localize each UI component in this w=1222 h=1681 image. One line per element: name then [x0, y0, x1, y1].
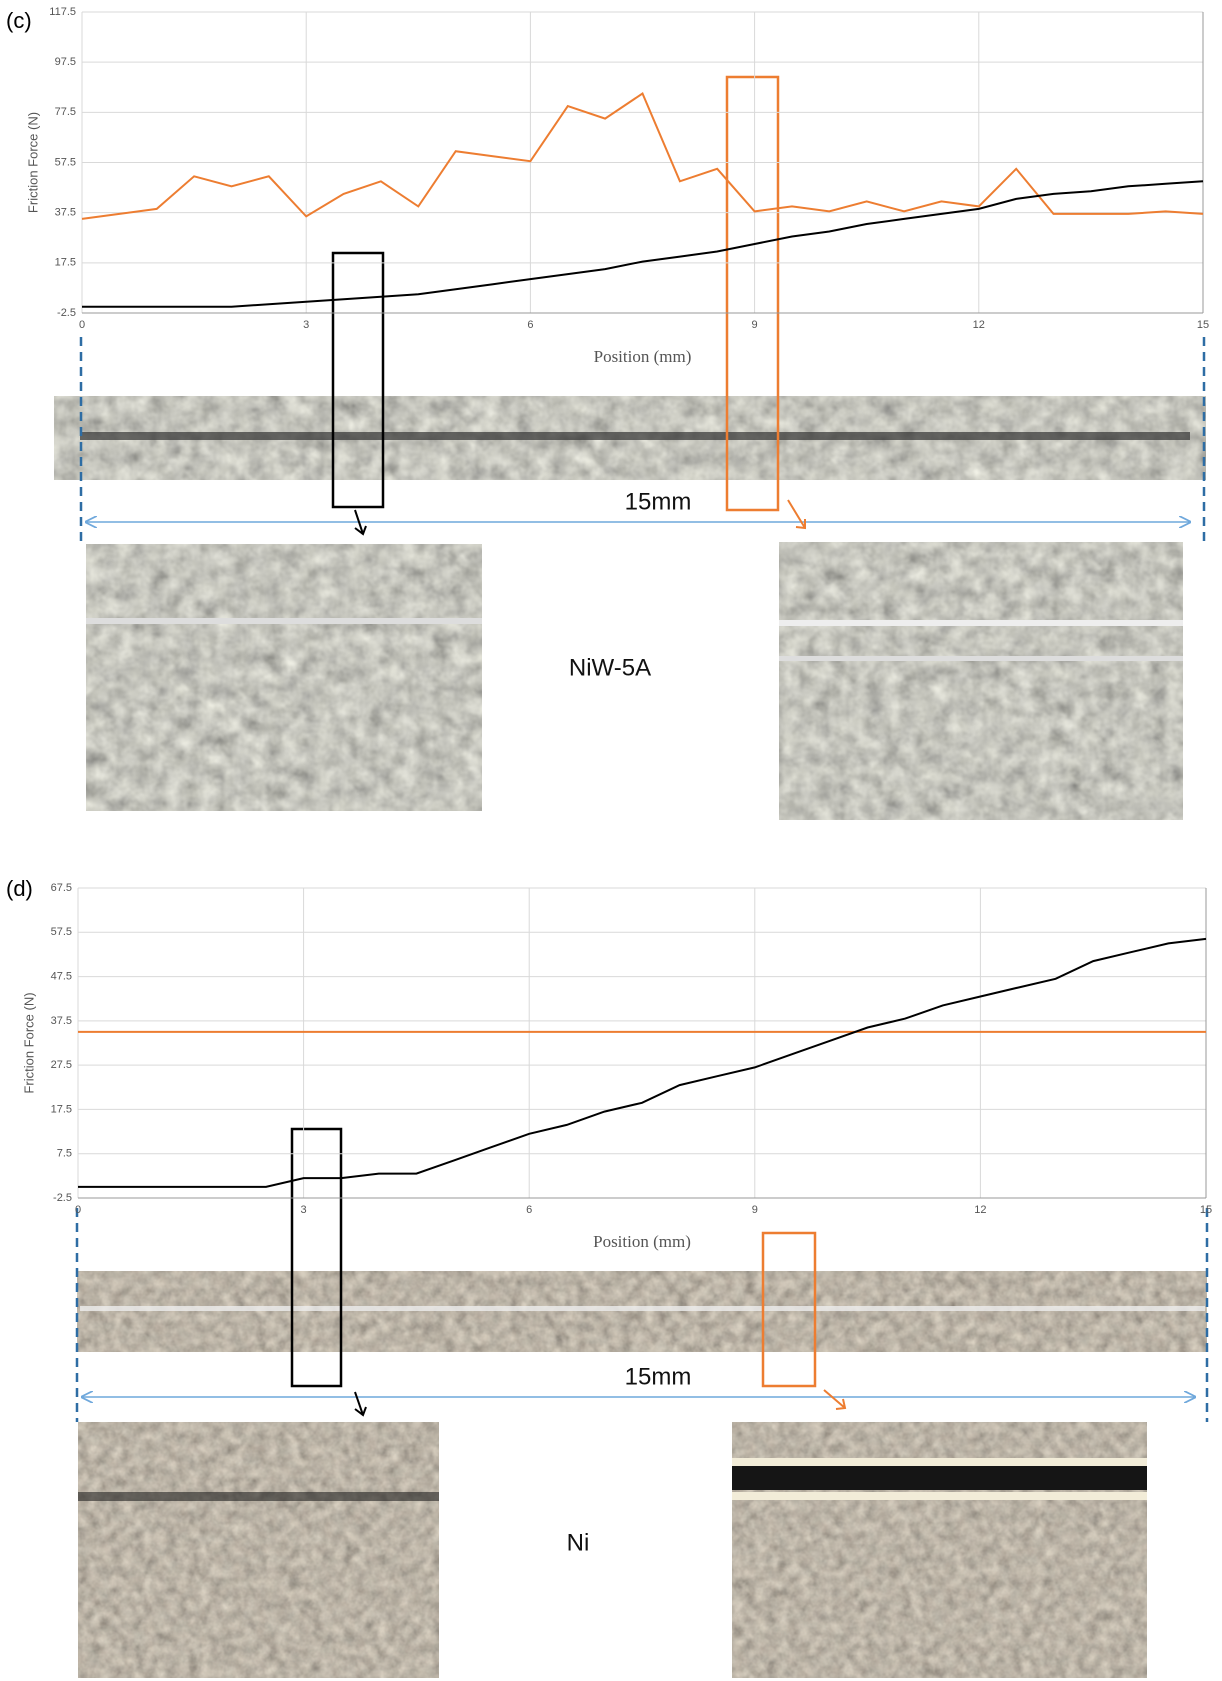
y-tick-label: 57.5 — [51, 926, 72, 938]
x-tick-label: 9 — [752, 1204, 758, 1216]
y-tick-label: 117.5 — [49, 6, 76, 18]
x-tick-label: 15 — [1197, 319, 1209, 331]
sample-label: NiW-5A — [569, 654, 651, 681]
x-tick-label: 12 — [974, 1204, 986, 1216]
arrow — [354, 1391, 367, 1417]
y-tick-label: 37.5 — [51, 1015, 72, 1027]
y-tick-label: 97.5 — [55, 56, 76, 68]
y-tick-label: 37.5 — [55, 207, 76, 219]
x-tick-label: 3 — [303, 319, 309, 331]
x-tick-label: 3 — [301, 1204, 307, 1216]
panel-label: (c) — [6, 8, 32, 33]
wear-track — [732, 1492, 1147, 1500]
x-tick-label: 12 — [973, 319, 985, 331]
y-tick-label: 17.5 — [55, 257, 76, 269]
data-line — [82, 180, 1204, 308]
x-tick-label: 0 — [75, 1204, 81, 1216]
y-tick-label: 57.5 — [55, 156, 76, 168]
wear-track — [732, 1466, 1147, 1490]
y-tick-label: 17.5 — [51, 1103, 72, 1115]
arrow — [823, 1389, 847, 1410]
wear-track — [80, 1306, 1205, 1311]
data-line — [81, 91, 1204, 220]
y-axis-label: Friction Force (N) — [21, 992, 36, 1093]
micrograph — [78, 1422, 439, 1678]
y-tick-label: 27.5 — [51, 1059, 72, 1071]
wear-track — [779, 656, 1183, 661]
y-tick-label: 7.5 — [57, 1148, 72, 1160]
layout — [54, 75, 1209, 1678]
x-axis-label: Position (mm) — [594, 347, 692, 366]
x-axis-label: Position (mm) — [593, 1232, 691, 1251]
micrograph-strip — [77, 1271, 1207, 1352]
micrograph — [779, 542, 1183, 820]
highlight-box — [290, 1127, 343, 1388]
wear-track — [86, 618, 482, 624]
sample-label: Ni — [567, 1529, 590, 1556]
highlight-box — [331, 251, 385, 509]
wear-track — [779, 620, 1183, 626]
wear-track — [78, 1492, 439, 1501]
y-tick-label: 47.5 — [51, 970, 72, 982]
length-label: 15mm — [625, 1363, 692, 1390]
x-tick-label: 6 — [527, 319, 533, 331]
y-tick-label: -2.5 — [53, 1192, 72, 1204]
wear-track — [732, 1458, 1147, 1466]
arrow — [787, 499, 806, 530]
highlight-box — [725, 75, 780, 512]
y-tick-label: 77.5 — [55, 106, 76, 118]
x-tick-label: 6 — [526, 1204, 532, 1216]
micrograph — [86, 544, 482, 811]
y-tick-label: -2.5 — [57, 307, 76, 319]
x-tick-label: 15 — [1200, 1204, 1212, 1216]
x-tick-label: 9 — [752, 319, 758, 331]
data-line — [78, 937, 1207, 1188]
wear-track — [80, 432, 1190, 440]
arrow — [354, 509, 367, 536]
y-tick-label: 67.5 — [51, 882, 72, 894]
panel-label: (d) — [6, 876, 33, 901]
highlight-box — [761, 1231, 817, 1388]
x-tick-label: 0 — [79, 319, 85, 331]
y-axis-label: Friction Force (N) — [25, 112, 40, 213]
length-label: 15mm — [625, 488, 692, 515]
